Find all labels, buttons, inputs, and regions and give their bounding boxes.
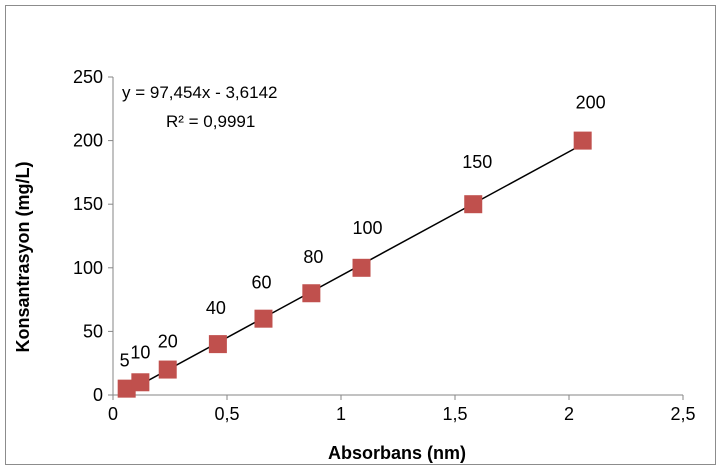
y-tick-label: 50: [83, 321, 103, 341]
x-tick-label: 2,5: [670, 404, 695, 424]
data-point: [352, 258, 371, 277]
y-axis-title: Konsantrasyon (mg/L): [13, 161, 33, 352]
data-point: [254, 309, 273, 328]
axes: [112, 77, 683, 396]
data-labels: 5 10 20 40 60 80 100 150 200: [120, 93, 606, 371]
y-tick-label: 150: [73, 194, 103, 214]
x-axis-title: Absorbans (nm): [328, 443, 466, 463]
data-label: 5: [120, 351, 130, 371]
data-point: [158, 360, 177, 379]
data-point: [131, 373, 150, 392]
y-tick-label: 100: [73, 258, 103, 278]
data-label: 200: [576, 93, 606, 113]
data-point: [302, 284, 321, 303]
x-tick-label: 1: [336, 404, 346, 424]
y-tick-label: 0: [93, 385, 103, 405]
ticks: 0 0,5 1 1,5 2 2,5 0 50 100 150 200 250: [73, 67, 696, 424]
data-label: 10: [130, 342, 150, 362]
data-label: 60: [251, 273, 271, 293]
trendline-r-squared: R² = 0,9991: [166, 112, 255, 131]
data-label: 40: [206, 298, 226, 318]
y-tick-label: 200: [73, 131, 103, 151]
data-point: [208, 335, 227, 354]
data-point: [117, 379, 136, 398]
x-tick-label: 1,5: [442, 404, 467, 424]
y-tick-label: 250: [73, 67, 103, 87]
x-tick-label: 0: [108, 404, 118, 424]
trendline-equation: y = 97,454x - 3,6142: [122, 83, 277, 102]
data-point: [464, 195, 483, 214]
data-point: [573, 131, 592, 150]
data-label: 20: [158, 332, 178, 352]
x-tick-label: 2: [564, 404, 574, 424]
data-label: 100: [352, 218, 382, 238]
data-points: [117, 131, 592, 398]
data-label: 150: [462, 152, 492, 172]
x-tick-label: 0,5: [214, 404, 239, 424]
data-label: 80: [303, 247, 323, 267]
